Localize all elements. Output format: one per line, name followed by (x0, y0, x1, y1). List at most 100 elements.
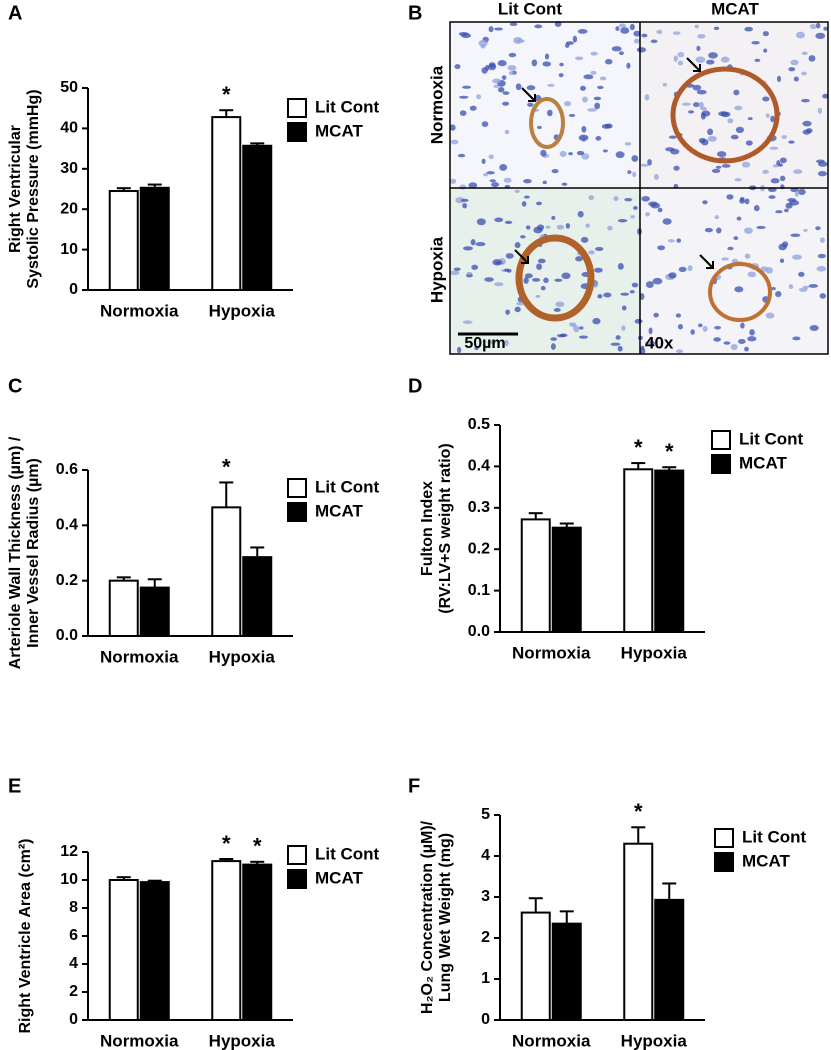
bar (139, 586, 170, 637)
legend-swatch (287, 122, 307, 142)
nucleus (581, 125, 587, 133)
x-tick-label: Normoxia (100, 647, 179, 666)
y-axis-label: Inner Vessel Radius (µm) (25, 458, 42, 648)
nucleus (481, 121, 489, 127)
nucleus (653, 312, 659, 318)
nucleus (653, 173, 659, 180)
nucleus (617, 345, 623, 352)
nucleus (590, 51, 598, 56)
nucleus (795, 31, 805, 39)
nucleus (798, 188, 806, 195)
nucleus (494, 217, 504, 223)
nucleus (535, 294, 541, 298)
nucleus (520, 235, 526, 239)
nucleus (466, 271, 473, 275)
nucleus (676, 238, 682, 243)
nucleus (547, 109, 553, 117)
nucleus (524, 273, 533, 279)
nucleus (788, 67, 796, 72)
legend-label: Lit Cont (742, 827, 807, 846)
legend-swatch (714, 852, 734, 872)
x-tick-label: Hypoxia (209, 301, 276, 320)
nucleus (540, 285, 546, 291)
nucleus (694, 24, 699, 29)
y-tick-label: 0 (69, 281, 78, 298)
bar (108, 579, 139, 638)
micrograph (640, 22, 828, 188)
nucleus (471, 264, 479, 270)
legend-label: Lit Cont (739, 429, 804, 448)
nucleus (803, 228, 808, 232)
nucleus (815, 226, 821, 231)
nucleus (460, 198, 469, 202)
nucleus (819, 293, 827, 299)
significance-marker: * (222, 454, 231, 479)
nucleus (504, 129, 510, 135)
nucleus (594, 246, 604, 252)
y-axis-label: Right Ventricle Area (cm²) (17, 838, 34, 1033)
nucleus (450, 178, 457, 184)
y-axis-label: Systolic Pressure (mmHg) (25, 89, 42, 288)
nucleus (662, 82, 668, 87)
nucleus (618, 51, 624, 56)
row-label: Hypoxia (427, 236, 446, 303)
y-tick-label: 0 (69, 1011, 78, 1028)
nucleus (454, 64, 461, 70)
legend-label: MCAT (742, 851, 790, 870)
legend-swatch (287, 845, 307, 865)
nucleus (469, 105, 477, 111)
nucleus (504, 220, 513, 224)
nucleus (636, 47, 647, 53)
nucleus (629, 23, 635, 31)
nucleus (769, 146, 779, 150)
nucleus (497, 60, 507, 67)
nucleus (753, 205, 760, 212)
nucleus (474, 346, 479, 351)
nucleus (657, 207, 663, 213)
nucleus (687, 265, 693, 272)
nucleus (547, 83, 555, 87)
nucleus (633, 30, 641, 37)
y-tick-label: 4 (481, 847, 490, 864)
nucleus (634, 318, 643, 324)
nucleus (765, 312, 775, 319)
nucleus (707, 135, 717, 142)
nucleus (462, 202, 467, 209)
nucleus (523, 277, 529, 284)
nucleus (793, 76, 799, 82)
nucleus (770, 178, 780, 184)
nucleus (776, 75, 782, 83)
nucleus (702, 325, 708, 332)
bar (623, 468, 654, 633)
nucleus (645, 212, 650, 217)
nucleus (476, 94, 482, 100)
nucleus (801, 98, 810, 103)
nucleus (788, 140, 795, 144)
nucleus (583, 74, 594, 80)
nucleus (462, 246, 473, 251)
nucleus (716, 227, 722, 234)
bar (108, 879, 139, 1021)
nucleus (515, 83, 522, 91)
bar (108, 190, 139, 292)
nucleus (455, 196, 465, 204)
y-axis-label: Arteriole Wall Thickness (µm) / (7, 436, 24, 669)
nucleus (718, 111, 729, 117)
nucleus (558, 73, 564, 78)
nucleus (568, 113, 576, 117)
nucleus (535, 201, 542, 206)
nucleus (745, 140, 753, 146)
nucleus (633, 205, 638, 210)
nucleus (572, 35, 578, 43)
bar (551, 526, 582, 633)
nucleus (577, 210, 584, 218)
nucleus (778, 243, 787, 251)
nucleus (561, 182, 568, 186)
nucleus (717, 151, 727, 158)
bar (211, 860, 242, 1021)
nucleus (739, 198, 746, 204)
nucleus (582, 96, 588, 103)
nucleus (565, 223, 571, 229)
y-tick-label: 0.4 (56, 517, 78, 534)
